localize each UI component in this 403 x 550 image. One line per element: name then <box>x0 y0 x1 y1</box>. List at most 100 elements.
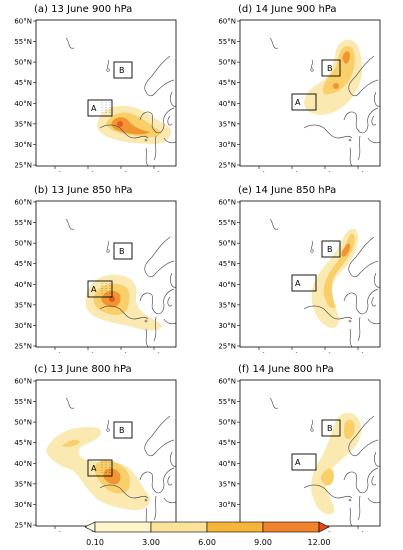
box-a <box>87 459 113 477</box>
lat-tick-label: 35°N <box>14 301 32 309</box>
lat-tick-label: 50°N <box>218 59 236 67</box>
map-frame <box>239 19 381 167</box>
lat-tick-label: 25°N <box>14 522 32 530</box>
colorbar-label-2: 3.00 <box>142 538 160 547</box>
box-a <box>291 93 317 111</box>
island <box>348 498 352 502</box>
coastline <box>99 305 149 320</box>
lat-tick-label: 35°N <box>218 480 236 488</box>
box-a-hatch <box>101 462 111 474</box>
coastline <box>269 218 380 347</box>
lat-tick-label: 55°N <box>14 398 32 406</box>
box-b <box>321 419 341 437</box>
coastline <box>65 218 176 347</box>
lat-tick-label: 45°N <box>218 79 236 87</box>
lon-tick-label: 125°E <box>314 531 335 532</box>
lon-tick-label: 115°E <box>77 171 98 172</box>
box-a <box>291 453 317 471</box>
concentration-field <box>311 228 359 328</box>
box-a <box>87 280 113 298</box>
lat-tick-label: 25°N <box>14 162 32 170</box>
lat-tick-label: 40°N <box>218 100 236 108</box>
box-b-label: B <box>327 64 333 73</box>
lon-tick-label: 105°E <box>44 171 65 172</box>
box-b <box>113 61 133 79</box>
lon-tick-label: 105°E <box>44 352 65 353</box>
lat-tick-label: 60°N <box>218 378 236 386</box>
coastline <box>65 37 176 166</box>
map-canvas: A B 60°N 55°N 50°N 45°N 40°N 35°N 30°N 2… <box>218 199 381 353</box>
map-frame <box>35 19 177 167</box>
map-canvas: A B 60°N 55°N 50°N 45°N 40°N 35°N 30°N 2… <box>218 18 381 172</box>
box-a-label: A <box>91 285 97 294</box>
box-b-label: B <box>327 245 333 254</box>
island <box>144 498 148 502</box>
box-b-label: B <box>119 426 125 435</box>
lon-tick-label: 135°E <box>347 352 368 353</box>
colorbar-right-arrow <box>318 521 330 533</box>
box-a-hatch <box>101 283 111 295</box>
colorbar-segment-1 <box>94 521 152 533</box>
box-a-label: A <box>295 98 301 107</box>
map-panel-d: (d) 14 June 900 hPa A B 60°N 55°N 50°N 4… <box>208 2 398 182</box>
island <box>106 249 110 253</box>
map-panel-e: (e) 14 June 850 hPa A B 60°N 55°N 50°N 4… <box>208 183 398 363</box>
panel-title: (c) 13 June 800 hPa <box>34 364 132 375</box>
map-canvas: A B 60°N 55°N 50°N 45°N 40°N 35°N 30°N <box>14 199 177 353</box>
colorbar-left-arrow <box>85 521 96 533</box>
lat-tick-label: 35°N <box>218 301 236 309</box>
lat-tick-label: 40°N <box>218 460 236 468</box>
lat-tick-label: 60°N <box>218 199 236 207</box>
lon-tick-label: 125°E <box>314 171 335 172</box>
colorbar-label-4: 9.00 <box>254 538 272 547</box>
map-panel-c: (c) 13 June 800 hPa A B 60°N 55°N <box>4 362 194 542</box>
box-a-label: A <box>295 458 301 467</box>
panel-title: (f) 14 June 800 hPa <box>238 364 334 375</box>
lat-tick-label: 55°N <box>218 38 236 46</box>
coastline <box>269 37 380 166</box>
box-a-label: A <box>91 464 97 473</box>
lat-tick-label: 45°N <box>14 260 32 268</box>
lat-tick-label: 30°N <box>14 141 32 149</box>
map-canvas: A B 60°N 55°N 50°N 45°N 40°N 35°N 30°N <box>14 378 177 532</box>
lat-tick-label: 35°N <box>14 120 32 128</box>
lon-tick-label: 115°E <box>281 171 302 172</box>
lat-tick-label: 45°N <box>14 79 32 87</box>
island <box>144 138 148 142</box>
box-b-label: B <box>119 247 125 256</box>
lat-tick-label: 50°N <box>218 419 236 427</box>
lat-tick-label: 60°N <box>14 18 32 26</box>
concentration-field <box>97 105 172 144</box>
panel-title: (d) 14 June 900 hPa <box>238 4 337 15</box>
panel-title: (e) 14 June 850 hPa <box>238 185 337 196</box>
lat-tick-label: 50°N <box>14 419 32 427</box>
map-canvas: A B 60°N 55°N 50°N 45°N 40°N 35°N 30°N 2… <box>218 378 381 532</box>
island <box>144 319 148 323</box>
lat-tick-label: 40°N <box>14 281 32 289</box>
panel-title: (a) 13 June 900 hPa <box>34 4 133 15</box>
box-a-label: A <box>295 279 301 288</box>
colorbar-segment-2 <box>150 521 208 533</box>
lat-tick-label: 50°N <box>218 240 236 248</box>
island <box>106 428 110 432</box>
lat-tick-label: 25°N <box>14 343 32 351</box>
lat-tick-label: 30°N <box>14 322 32 330</box>
coastline <box>303 305 353 320</box>
box-a-label: A <box>91 104 97 113</box>
map-panel-f: (f) 14 June 800 hPa A B 60°N 55°N 50°N 4… <box>208 362 398 542</box>
lon-tick-label: 135°E <box>347 531 368 532</box>
lat-tick-label: 55°N <box>218 219 236 227</box>
concentration-field <box>85 274 162 331</box>
map-panel-a: (a) 13 June 900 hPa A B 60°N 55°N <box>4 2 194 182</box>
box-b <box>113 242 133 260</box>
lat-tick-label: 55°N <box>218 398 236 406</box>
lon-tick-label: 115°E <box>77 352 98 353</box>
lon-tick-label: 125°E <box>110 352 131 353</box>
island <box>348 319 352 323</box>
lon-tick-label: 105°E <box>44 531 65 532</box>
island <box>106 68 110 72</box>
box-b <box>321 59 341 77</box>
lat-tick-label: 60°N <box>14 199 32 207</box>
box-a-hatch <box>101 102 111 114</box>
lon-tick-label: 135°E <box>143 171 164 172</box>
